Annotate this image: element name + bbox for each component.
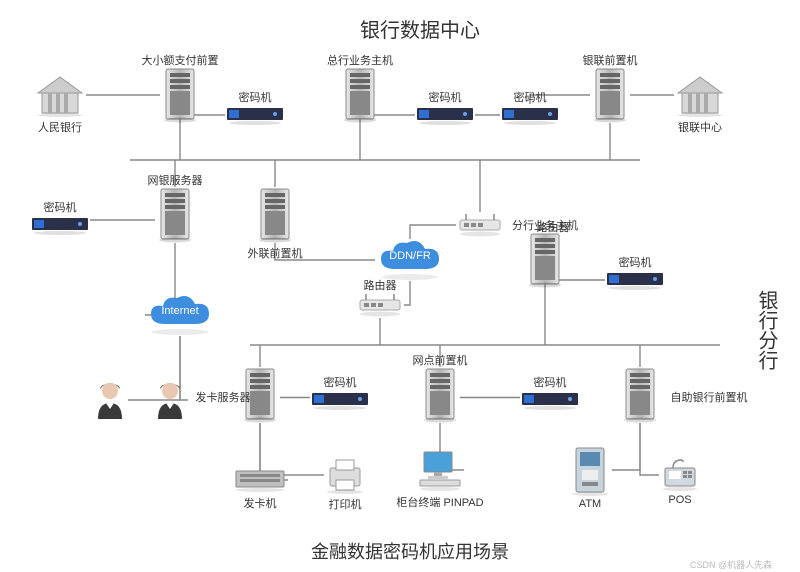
node-hsm_bf1 <box>520 389 580 411</box>
label-hsm_left: 密码机 <box>15 199 105 215</box>
node-user1 <box>92 379 128 421</box>
label-ebank: 网银服务器 <box>130 172 220 188</box>
node-ext_front <box>255 187 295 243</box>
label-atm: ATM <box>545 498 635 510</box>
node-router2 <box>356 292 404 318</box>
label-hsm_top2: 密码机 <box>400 89 490 105</box>
node-printer <box>324 456 366 494</box>
label-internet: Internet <box>150 305 210 317</box>
label-unionpay_ctr: 银联中心 <box>655 119 745 135</box>
node-router1 <box>456 212 504 238</box>
label-printer: 打印机 <box>300 496 390 512</box>
node-hsm_top2 <box>415 104 475 126</box>
label-pos: POS <box>635 494 725 506</box>
node-ebank <box>155 187 195 243</box>
node-pos <box>659 458 701 492</box>
node-pay_front <box>160 67 200 123</box>
label-hsm_top3: 密码机 <box>485 89 575 105</box>
label-unionpay_front: 银联前置机 <box>565 52 655 68</box>
node-counter <box>416 448 464 492</box>
node-hsm_card <box>310 389 370 411</box>
node-self_front <box>620 367 660 423</box>
node-unionpay_front <box>590 67 630 123</box>
title-main: 银行数据中心 <box>330 14 510 43</box>
label-ddn_cloud: DDN/FR <box>380 250 440 262</box>
node-branch_front <box>420 367 460 423</box>
node-atm <box>568 444 612 496</box>
label-branch_front: 网点前置机 <box>395 352 485 368</box>
node-pboc <box>34 73 86 117</box>
label-hq_host: 总行业务主机 <box>315 52 405 68</box>
node-unionpay_ctr <box>674 73 726 117</box>
label-self_front: 自助银行前置机 <box>664 389 754 405</box>
node-hq_host <box>340 67 380 123</box>
watermark: CSDN @机器人先森 <box>690 558 772 571</box>
label-hsm_branch: 密码机 <box>590 254 680 270</box>
label-hsm_bf1: 密码机 <box>505 374 595 390</box>
node-hsm_top3 <box>500 104 560 126</box>
title-branch: 银行分行 <box>752 290 781 370</box>
label-ext_front: 外联前置机 <box>230 245 320 261</box>
node-hsm_top1 <box>225 104 285 126</box>
label-hsm_card: 密码机 <box>295 374 385 390</box>
label-hsm_top1: 密码机 <box>210 89 300 105</box>
label-pboc: 人民银行 <box>15 119 105 135</box>
label-router2: 路由器 <box>335 277 425 293</box>
caption: 金融数据密码机应用场景 <box>260 538 560 564</box>
node-hsm_left <box>30 214 90 236</box>
label-card_machine: 发卡机 <box>215 495 305 511</box>
label-card_server: 发卡服务器 <box>178 389 268 405</box>
node-card_machine <box>232 467 288 493</box>
node-hsm_branch <box>605 269 665 291</box>
label-branch_host: 分行业务主机 <box>500 217 590 233</box>
label-counter: 柜台终端 PINPAD <box>395 494 485 510</box>
label-pay_front: 大小额支付前置 <box>135 52 225 68</box>
node-branch_host <box>525 232 565 288</box>
